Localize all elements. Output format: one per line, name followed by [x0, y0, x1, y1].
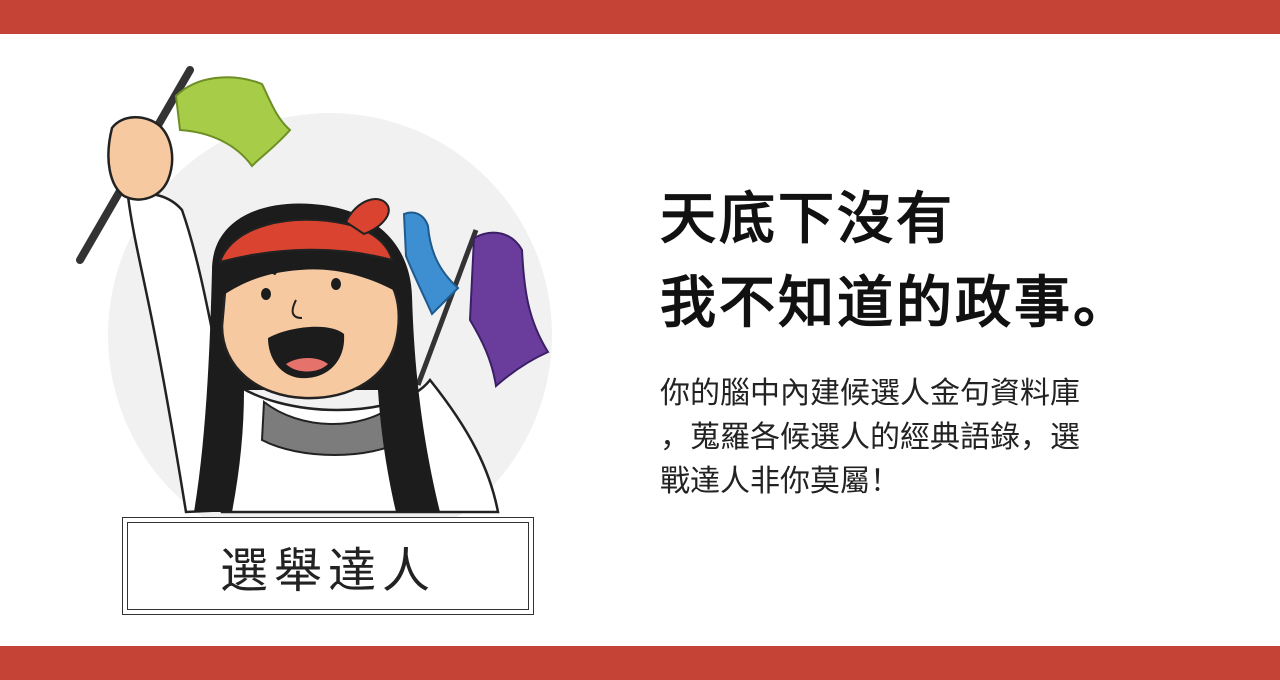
description-line-2: ，蒐羅各候選人的經典語錄，選: [660, 420, 1080, 455]
title-label-box: 選舉達人: [122, 517, 534, 615]
left-eye: [261, 288, 271, 300]
description: 你的腦中內建候選人金句資料庫 ，蒐羅各候選人的經典語錄，選 戰達人非你莫屬！: [660, 372, 1200, 504]
headline: 天底下沒有 我不知道的政事。: [660, 178, 1240, 346]
description-line-3: 戰達人非你莫屬！: [660, 464, 900, 499]
raised-fist: [107, 116, 174, 201]
title-label: 選舉達人: [219, 543, 436, 599]
green-flag-icon: [174, 76, 292, 168]
red-cap: [218, 218, 394, 264]
top-banner-stripe: [0, 0, 1280, 34]
headline-line-1: 天底下沒有: [660, 187, 955, 252]
nose: [291, 299, 303, 319]
cap-brim: [344, 198, 390, 236]
description-line-1: 你的腦中內建候選人金句資料庫: [660, 376, 1080, 411]
purple-flag-icon: [468, 231, 550, 388]
cheering-person-illustration: [76, 66, 552, 557]
title-label-inner-frame: 選舉達人: [127, 522, 529, 610]
purple-flag-pole: [415, 229, 479, 386]
headline-line-2: 我不知道的政事。: [660, 271, 1132, 336]
bottom-banner-stripe: [0, 646, 1280, 680]
right-eye: [331, 278, 341, 290]
blue-flag-icon: [402, 211, 460, 316]
